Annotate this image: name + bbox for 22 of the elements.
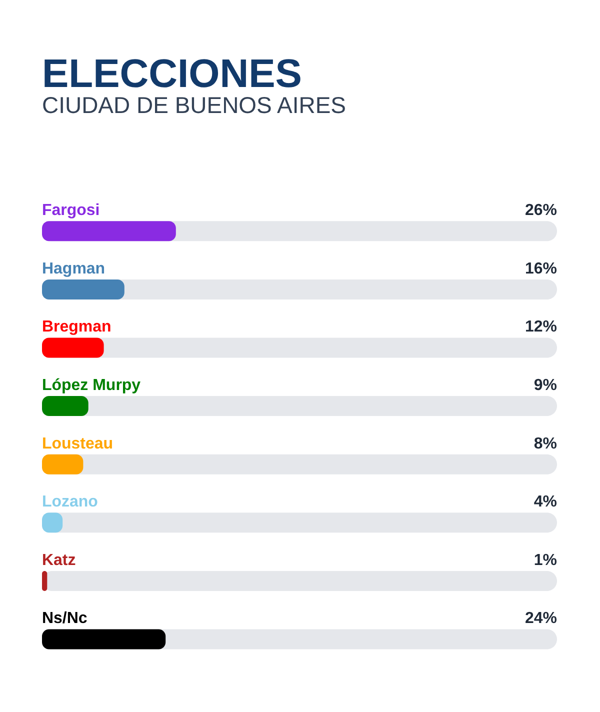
data-label: 1% [534, 552, 557, 569]
bar [42, 454, 84, 474]
data-label: 4% [534, 494, 557, 511]
y-tick-label: López Murpy [42, 377, 141, 394]
y-tick-label: Katz [42, 552, 76, 569]
data-label: 8% [534, 435, 557, 452]
bar [42, 629, 166, 650]
y-tick-label: Lousteau [42, 435, 114, 452]
y-tick-label: Lozano [42, 494, 98, 511]
y-tick-label: Ns/Nc [42, 610, 88, 628]
y-tick-label: Hagman [42, 260, 106, 278]
y-tick-label: Fargosi [42, 202, 100, 220]
bar [42, 279, 124, 300]
bar [42, 570, 48, 591]
bar [42, 338, 104, 358]
data-label: 9% [534, 377, 557, 394]
y-tick-label: Bregman [42, 318, 112, 336]
data-label: 24% [524, 610, 557, 628]
data-label: 12% [524, 318, 557, 336]
data-label: 26% [524, 202, 557, 220]
bar [42, 396, 88, 416]
data-label: 16% [524, 260, 557, 278]
